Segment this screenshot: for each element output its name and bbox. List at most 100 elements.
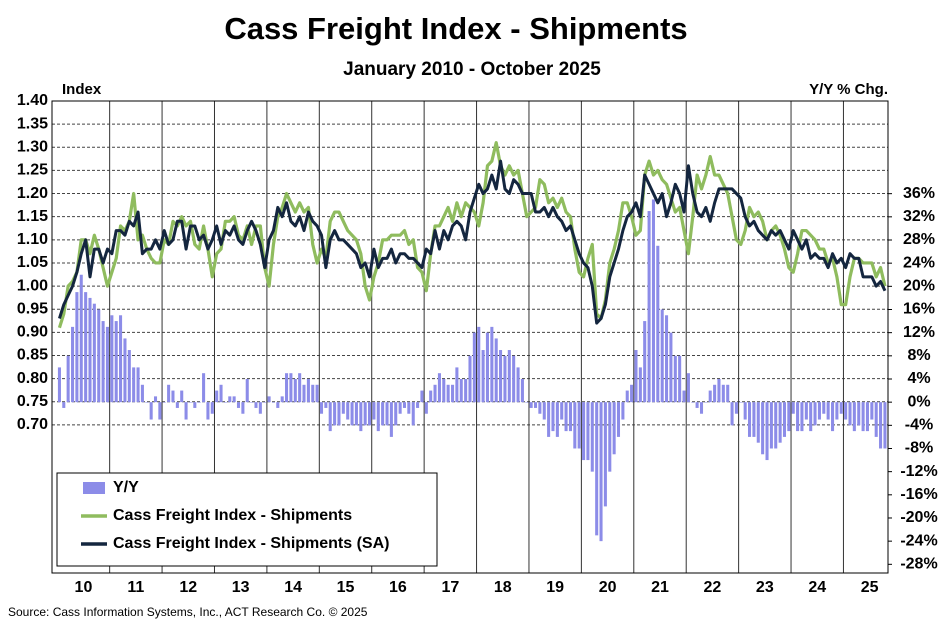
yy-bar xyxy=(577,402,581,449)
yy-bar xyxy=(835,402,839,420)
yy-bar xyxy=(84,292,88,403)
yy-bar xyxy=(769,402,773,449)
yy-bar xyxy=(341,402,345,414)
yy-bar xyxy=(271,402,275,403)
yy-bar xyxy=(883,402,887,449)
yy-bar xyxy=(402,402,407,408)
yy-bar xyxy=(254,402,258,408)
yy-bar xyxy=(796,402,800,432)
yy-bar xyxy=(324,402,328,408)
yy-bar xyxy=(555,402,559,437)
yy-bar xyxy=(57,367,61,403)
yy-bar xyxy=(726,384,730,403)
legend-label: Cass Freight Index - Shipments xyxy=(113,507,352,524)
yy-bar xyxy=(573,402,577,449)
x-tick-label: 15 xyxy=(337,579,355,596)
yy-bar xyxy=(149,402,153,420)
yy-bar xyxy=(551,402,555,432)
yy-bar xyxy=(695,402,699,408)
yy-bar xyxy=(590,402,594,472)
yy-bar xyxy=(739,402,743,403)
yy-bar xyxy=(280,396,284,403)
yy-bar xyxy=(110,315,114,403)
x-tick-label: 22 xyxy=(704,579,722,596)
yy-bar xyxy=(372,402,376,420)
y2-tick-label: 0% xyxy=(907,393,930,410)
y2-tick-label: -20% xyxy=(900,509,937,526)
yy-bar xyxy=(245,378,249,403)
legend-label: Cass Freight Index - Shipments (SA) xyxy=(113,535,389,552)
y2-tick-label: 24% xyxy=(903,254,935,271)
yy-bar xyxy=(630,384,634,403)
yy-bar xyxy=(782,402,787,437)
yy-bar xyxy=(210,402,214,414)
y-tick-label: 1.30 xyxy=(17,138,48,155)
yy-bar xyxy=(75,292,79,403)
y2-tick-label: -28% xyxy=(900,556,937,573)
yy-bar xyxy=(219,384,223,403)
yy-bar xyxy=(870,402,874,420)
yy-bar xyxy=(660,309,664,403)
yy-bar xyxy=(686,373,690,403)
yy-bar xyxy=(105,326,109,403)
yy-bar xyxy=(459,378,463,403)
yy-bar xyxy=(547,402,551,437)
y2-tick-label: -4% xyxy=(905,417,933,434)
yy-bar xyxy=(857,402,861,426)
yy-bar xyxy=(437,373,441,403)
y2-tick-label: 20% xyxy=(903,278,935,295)
yy-bar xyxy=(826,402,830,420)
yy-bar xyxy=(800,402,804,432)
yy-bar xyxy=(333,402,337,426)
y2-tick-label: 8% xyxy=(907,347,930,364)
yy-bar xyxy=(525,402,529,403)
yy-bar xyxy=(477,326,481,403)
x-tick-label: 17 xyxy=(441,579,459,596)
x-tick-label: 19 xyxy=(546,579,564,596)
yy-bar xyxy=(394,402,398,426)
yy-bar xyxy=(839,402,843,414)
y-tick-label: 1.40 xyxy=(17,92,48,109)
yy-bar xyxy=(717,378,721,403)
y2-tick-label: 12% xyxy=(903,324,935,341)
yy-bar xyxy=(787,402,791,432)
yy-bar xyxy=(699,402,704,414)
yy-bar xyxy=(743,402,747,420)
yy-bar xyxy=(416,402,420,408)
yy-bar xyxy=(542,402,546,420)
yy-bar xyxy=(704,402,708,403)
yy-bar xyxy=(468,355,472,403)
yy-bar xyxy=(874,402,878,437)
y2-tick-label: 4% xyxy=(907,370,930,387)
yy-bar xyxy=(79,274,83,403)
yy-bar xyxy=(647,211,651,403)
yy-bar xyxy=(560,402,564,420)
yy-bar xyxy=(616,402,621,437)
y-tick-label: 1.05 xyxy=(17,254,48,271)
yy-bar xyxy=(861,402,865,432)
yy-bar xyxy=(289,373,293,403)
yy-bar xyxy=(132,367,136,403)
yy-bar xyxy=(634,350,638,403)
yy-bar xyxy=(319,402,324,414)
yy-bar xyxy=(499,350,503,403)
yy-bar xyxy=(337,402,341,426)
yy-bar xyxy=(813,402,817,426)
yy-bar xyxy=(538,402,542,414)
x-tick-label: 18 xyxy=(494,579,512,596)
yy-bar xyxy=(765,402,769,461)
y-tick-label: 1.00 xyxy=(17,277,48,294)
yy-bar xyxy=(315,384,319,403)
yy-bar xyxy=(193,402,197,408)
yy-bar xyxy=(582,402,586,461)
y-tick-label: 0.70 xyxy=(17,416,48,433)
yy-bar xyxy=(188,402,193,403)
y2-tick-label: -24% xyxy=(900,532,937,549)
y2-axis-title: Y/Y % Chg. xyxy=(809,81,888,98)
yy-bar xyxy=(197,402,201,403)
yy-bar xyxy=(516,367,520,403)
yy-bar xyxy=(586,402,590,461)
yy-bar xyxy=(285,373,289,403)
chart-title: Cass Freight Index - Shipments xyxy=(224,11,687,46)
yy-bar xyxy=(564,402,568,432)
